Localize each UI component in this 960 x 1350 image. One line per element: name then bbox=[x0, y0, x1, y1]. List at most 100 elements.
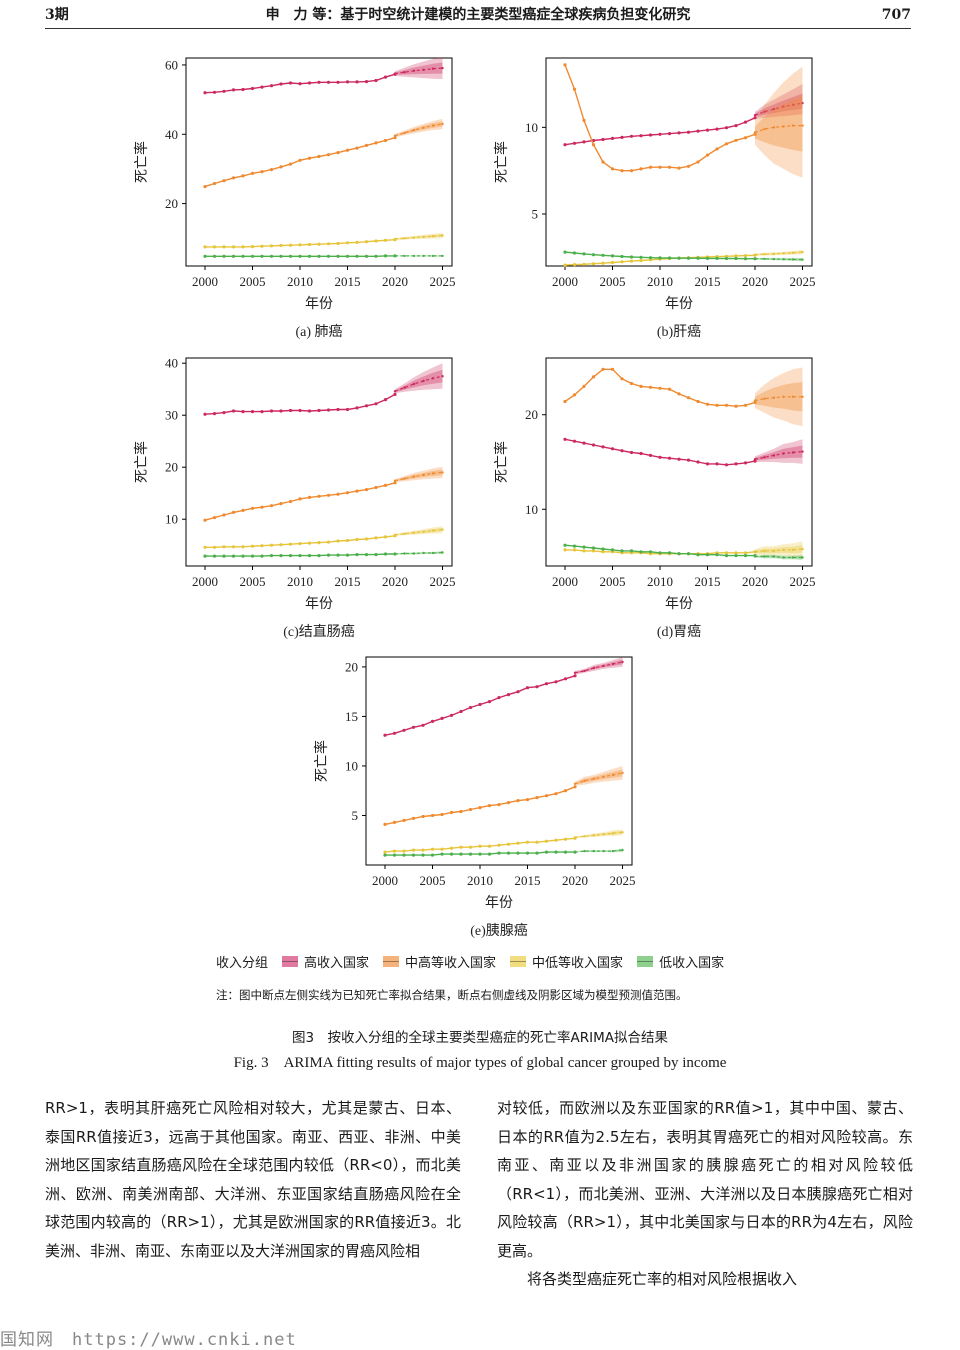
panel-e-series-upper-middle-fitted-point bbox=[440, 813, 443, 816]
panel-a-series-high-fitted-point bbox=[251, 87, 254, 90]
panel-b-series-lower-middle-fitted-point bbox=[592, 262, 595, 265]
panel-c-series-lower-middle-fitted-point bbox=[241, 545, 244, 548]
panel-e-series-high-forecast-point bbox=[593, 667, 595, 669]
panel-b-series-high-fitted-point bbox=[582, 140, 585, 143]
panel-a-y-tick-label: 20 bbox=[165, 196, 178, 211]
panel-d-series-lower-middle-fitted-point bbox=[601, 550, 604, 553]
panel-b-x-tick-label: 2015 bbox=[695, 274, 721, 289]
panel-c-series-lower-middle-fitted-point bbox=[222, 545, 225, 548]
panel-b-series-high-fitted-point bbox=[630, 135, 633, 138]
panel-c-y-tick-label: 30 bbox=[165, 408, 178, 423]
panel-c-series-low-fitted-point bbox=[289, 554, 292, 557]
panel-c-series-low-fitted-point bbox=[365, 553, 368, 556]
panel-a-series-high-fitted-point bbox=[355, 80, 358, 83]
panel-c-series-high-fitted-point bbox=[393, 393, 396, 396]
legend-label-lower-middle: 中低等收入国家 bbox=[532, 952, 623, 971]
panel-e-series-low-fitted-point bbox=[564, 851, 567, 854]
panel-c-series-upper-middle-forecast-point bbox=[403, 477, 405, 479]
panel-c-series-low-fitted-point bbox=[374, 553, 377, 556]
panel-a-series-high-fitted-point bbox=[270, 84, 273, 87]
panel-b-series-high-fitted-point bbox=[725, 126, 728, 129]
panel-e-series-low-fitted-point bbox=[526, 852, 529, 855]
panel-b-x-tick-label: 2025 bbox=[790, 274, 816, 289]
panel-e-series-low-forecast-point bbox=[583, 850, 585, 852]
panel-d-series-lower-middle-forecast-point bbox=[773, 550, 775, 552]
panel-b-series-low-fitted-point bbox=[630, 255, 633, 258]
panel-e-series-high-fitted-point bbox=[564, 677, 567, 680]
panel-b-series-low-forecast-point bbox=[782, 258, 784, 260]
panel-c-series-lower-middle-forecast-point bbox=[422, 531, 424, 533]
panel-b-series-upper-middle-fitted-point bbox=[611, 167, 614, 170]
panel-a-series-upper-middle-forecast-point bbox=[422, 127, 424, 129]
panel-c-series-high-fitted-point bbox=[213, 412, 216, 415]
panel-c-series-high-fitted-point bbox=[298, 409, 301, 412]
panel-a-series-upper-middle-fitted-point bbox=[222, 179, 225, 182]
panel-e-series-lower-middle-fitted-point bbox=[478, 845, 481, 848]
panel-e-series-lower-middle-forecast-point bbox=[612, 832, 614, 834]
panel-c-series-upper-middle-fitted-point bbox=[365, 488, 368, 491]
panel-d-x-tick-label: 2025 bbox=[790, 574, 816, 589]
panel-c-series-lower-middle-fitted-point bbox=[346, 539, 349, 542]
panel-c-series-low-fitted-point bbox=[327, 554, 330, 557]
panel-d-series-lower-middle-fitted-point bbox=[744, 551, 747, 554]
panel-c-series-upper-middle-fitted-point bbox=[374, 486, 377, 489]
panel-a-series-lower-middle-fitted-point bbox=[213, 245, 216, 248]
panel-e-x-tick-label: 2020 bbox=[562, 873, 588, 888]
panel-e-series-high-fitted-point bbox=[573, 674, 576, 677]
panel-b-series-low-fitted-point bbox=[573, 251, 576, 254]
panel-c-series-upper-middle-fitted-point bbox=[232, 511, 235, 514]
panel-e-series-high-forecast-point bbox=[612, 663, 614, 665]
panel-a-series-upper-middle-fitted-point bbox=[213, 182, 216, 185]
panel-d-x-axis-label: 年份 bbox=[665, 596, 693, 612]
panel-c-series-lower-middle-fitted-point bbox=[355, 538, 358, 541]
panel-b-series-high-fitted-point bbox=[620, 136, 623, 139]
panel-a-series-lower-middle-fitted-point bbox=[232, 245, 235, 248]
panel-c-series-upper-middle-fitted-point bbox=[222, 513, 225, 516]
panel-c-series-low-forecast-point bbox=[422, 552, 424, 554]
panel-c-series-high-fitted-point bbox=[374, 402, 377, 405]
panel-e-series-low-forecast-point bbox=[602, 850, 604, 852]
panel-d-series-low-fitted-point bbox=[687, 552, 690, 555]
panel-a-series-low-fitted-point bbox=[308, 255, 311, 258]
panel-b-series-low-forecast-point bbox=[754, 258, 756, 260]
panel-b-caption: (b)肝癌 bbox=[657, 324, 701, 340]
panel-c-series-lower-middle-forecast-point bbox=[394, 534, 396, 536]
panel-d-series-upper-middle-fitted-point bbox=[725, 404, 728, 407]
panel-b-series-upper-middle-fitted-point bbox=[601, 160, 604, 163]
panel-c-series-lower-middle-fitted-point bbox=[308, 542, 311, 545]
panel-e-series-high-fitted-point bbox=[478, 703, 481, 706]
panel-b-series-high-fitted-point bbox=[611, 137, 614, 140]
panel-d-series-high-forecast-point bbox=[763, 456, 765, 458]
panel-c-series-upper-middle-fitted-point bbox=[260, 506, 263, 509]
panel-b-series-lower-middle-forecast-point bbox=[801, 251, 803, 253]
panel-c-series-upper-middle-fitted-point bbox=[203, 519, 206, 522]
panel-a-series-low-fitted-point bbox=[298, 255, 301, 258]
panel-a-series-upper-middle-forecast-point bbox=[441, 123, 443, 125]
panel-a-series-lower-middle-fitted-point bbox=[203, 245, 206, 248]
panel-a-frame bbox=[186, 58, 452, 266]
legend-title: 收入分组 bbox=[216, 952, 268, 971]
panel-a-series-upper-middle-fitted-point bbox=[355, 147, 358, 150]
panel-d-series-low-fitted-point bbox=[658, 551, 661, 554]
panel-b-series-upper-middle-fitted-point bbox=[677, 167, 680, 170]
panel-e-series-low-fitted-point bbox=[497, 852, 500, 855]
panel-b-series-upper-middle-fitted-point bbox=[658, 166, 661, 169]
panel-c-series-lower-middle-fitted-point bbox=[336, 539, 339, 542]
panel-b-series-lower-middle-fitted-point bbox=[630, 260, 633, 263]
panel-a-series-upper-middle-fitted-point bbox=[317, 155, 320, 158]
panel-c-series-low-fitted-point bbox=[317, 554, 320, 557]
legend-swatch-upper-middle bbox=[383, 956, 399, 967]
panel-a-series-upper-middle-fitted-point bbox=[260, 170, 263, 173]
panel-c-series-low-fitted-point bbox=[298, 554, 301, 557]
panel-a-series-upper-middle-forecast-point bbox=[403, 132, 405, 134]
panel-e-series-upper-middle-fitted-point bbox=[393, 821, 396, 824]
panel-e-series-lower-middle-fitted-point bbox=[412, 849, 415, 852]
panel-e-series-high-fitted-point bbox=[459, 710, 462, 713]
panel-d-series-low-forecast-point bbox=[792, 556, 794, 558]
panel-b-series-upper-middle-fitted-point bbox=[620, 169, 623, 172]
panel-a-x-tick-label: 2025 bbox=[430, 274, 456, 289]
panel-c-series-high-fitted-point bbox=[327, 408, 330, 411]
panel-a-series-lower-middle-forecast-point bbox=[394, 238, 396, 240]
panel-c-series-lower-middle-fitted-point bbox=[317, 541, 320, 544]
panel-e-series-upper-middle-fitted-point bbox=[554, 792, 557, 795]
